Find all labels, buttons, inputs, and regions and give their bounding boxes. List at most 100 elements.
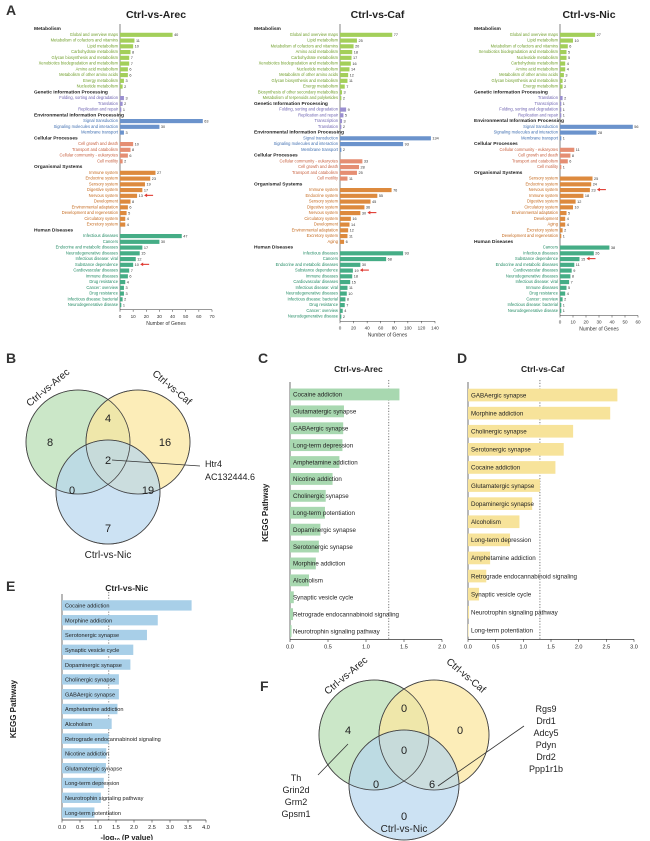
pathway-label: Cocaine addiction bbox=[471, 465, 521, 472]
pathway-label: Metabolism of other amino acids bbox=[279, 72, 338, 77]
venn-count-nic-only: 0 bbox=[401, 811, 407, 823]
pathway-label: Translation bbox=[318, 124, 339, 129]
gene-count-label: 15 bbox=[581, 257, 585, 261]
x-tick-label: 70 bbox=[209, 314, 215, 319]
x-tick-label: 2.5 bbox=[148, 825, 156, 831]
gene-count-label: 11 bbox=[576, 263, 580, 267]
callout-gene: AC132444.6 bbox=[205, 472, 255, 482]
gene-count-label: 10 bbox=[348, 292, 352, 296]
pathway-label: Glutamatergic synapse bbox=[293, 409, 357, 416]
pathway-label: Transcription bbox=[534, 101, 558, 106]
pathway-label: Cellular community - eukaryotes bbox=[500, 147, 558, 152]
gene-count-bar bbox=[340, 136, 431, 141]
gene-count-bar bbox=[120, 257, 136, 262]
gene-count-bar bbox=[340, 239, 345, 244]
pathway-label: Signal transduction bbox=[303, 135, 339, 140]
gene-count-bar bbox=[340, 124, 342, 129]
pathway-label: Metabolism of cofactors and vitamins bbox=[271, 43, 338, 48]
x-tick-label: 0.5 bbox=[492, 644, 500, 650]
pathway-label: Carbohydrate metabolism bbox=[511, 61, 558, 66]
pathway-label: Membrane transport bbox=[521, 135, 559, 140]
pathway-bar bbox=[468, 515, 520, 529]
gene-count-label: 12 bbox=[350, 73, 354, 77]
gene-count-bar bbox=[560, 176, 593, 181]
gene-count-label: 5 bbox=[568, 56, 570, 60]
gene-count-label: 25 bbox=[594, 177, 598, 181]
pathway-label: Nucleotide metabolism bbox=[297, 66, 339, 71]
pathway-label: Infectious disease: viral bbox=[515, 279, 558, 284]
pathway-label: Nervous system bbox=[529, 187, 559, 192]
x-axis-label: -log10 (P value) bbox=[101, 833, 154, 840]
pathway-label: Sensory system bbox=[89, 181, 119, 186]
pathway-label: Infectious disease: bacterial bbox=[67, 296, 118, 301]
gene-count-bar bbox=[560, 280, 570, 285]
pathway-bar bbox=[290, 422, 344, 435]
x-tick-label: 0.0 bbox=[58, 825, 66, 831]
gene-count-bar bbox=[120, 176, 151, 181]
gene-count-label: 2 bbox=[124, 85, 126, 89]
pathway-label: Replication and repair bbox=[518, 112, 558, 117]
highlight-arrowhead bbox=[140, 262, 144, 267]
panel-label-a: A bbox=[6, 2, 17, 18]
gene-count-label: 25 bbox=[358, 171, 362, 175]
gene-count-label: 4 bbox=[567, 68, 569, 72]
category-heading: Human Diseases bbox=[254, 245, 293, 251]
pathway-bar bbox=[468, 479, 540, 492]
panel-e-bar-chart: Ctrl-vs-Nic 0.0 0.5 1.0 1.5 2.0 2.5 3.0 3.5 4.0 -l… bbox=[9, 583, 210, 840]
gene-count-label: 4 bbox=[567, 217, 569, 221]
x-tick-label: 40 bbox=[365, 325, 371, 330]
gene-count-bar bbox=[560, 136, 562, 141]
gene-count-bar bbox=[560, 159, 568, 164]
gene-count-label: 18 bbox=[354, 50, 358, 54]
gene-count-label: 13 bbox=[139, 194, 143, 198]
gene-count-label: 55 bbox=[379, 194, 383, 198]
gene-count-bar bbox=[340, 268, 353, 273]
gene-count-bar bbox=[340, 165, 359, 170]
gene-count-label: 1 bbox=[563, 114, 565, 118]
category-heading: Cellular Processes bbox=[34, 135, 78, 141]
gene-count-label: 12 bbox=[137, 257, 141, 261]
pathway-label: Dopaminergic synapse bbox=[65, 663, 122, 669]
gene-count-label: 23 bbox=[591, 188, 595, 192]
pathway-label: Amphetamine addiction bbox=[65, 707, 123, 713]
chart-title: Ctrl-vs-Nic bbox=[562, 9, 615, 21]
pathway-label: Global and overview maps bbox=[510, 32, 558, 37]
pathway-bar bbox=[468, 388, 618, 402]
chart-title: Ctrl-vs-Arec bbox=[334, 364, 383, 374]
gene-count-label: 1 bbox=[563, 137, 565, 141]
pathway-label: Nicotine addiction bbox=[293, 476, 342, 483]
gene-count-bar bbox=[340, 170, 357, 175]
pathway-bar bbox=[290, 506, 325, 519]
gene-count-label: 16 bbox=[352, 62, 356, 66]
gene-count-label: 3 bbox=[125, 292, 127, 296]
category-heading: Environmental Information Processing bbox=[34, 112, 124, 118]
gene-count-bar bbox=[340, 55, 352, 60]
gene-count-label: 38 bbox=[611, 246, 615, 250]
gene-count-label: 40 bbox=[174, 33, 178, 37]
pathway-label: Development and regeneration bbox=[62, 210, 119, 215]
pathway-bar bbox=[290, 388, 400, 401]
x-tick-label: 60 bbox=[635, 320, 641, 325]
pathway-label: Glycan biosynthesis and metabolism bbox=[52, 55, 119, 60]
pathway-label: GABAergic synapse bbox=[471, 392, 527, 399]
gene-count-bar bbox=[120, 280, 126, 285]
pathway-label: Cocaine addiction bbox=[65, 604, 109, 610]
pathway-label: Development and regeneration bbox=[502, 233, 559, 238]
gene-count-bar bbox=[560, 251, 594, 256]
callout-line bbox=[111, 459, 201, 467]
x-tick-label: 0.0 bbox=[464, 644, 472, 650]
x-tick-label: 40 bbox=[609, 320, 615, 325]
gene-count-label: 7 bbox=[346, 85, 348, 89]
pathway-label: Long-term depression bbox=[293, 442, 354, 449]
x-tick-label: 2.5 bbox=[603, 644, 611, 650]
pathway-label: Biosynthesis of other secondary metaboli… bbox=[258, 89, 338, 94]
pathway-label: Global and overview maps bbox=[70, 32, 118, 37]
category-heading: Cellular Processes bbox=[474, 141, 518, 147]
gene-count-bar bbox=[560, 96, 563, 101]
gene-count-bar bbox=[560, 107, 562, 112]
venn-circle-outline bbox=[85, 389, 191, 495]
pathway-bar bbox=[62, 689, 119, 700]
gene-count-label: 10 bbox=[575, 206, 579, 210]
gene-count-label: 1 bbox=[123, 303, 125, 307]
gene-count-label: 30 bbox=[161, 125, 165, 129]
